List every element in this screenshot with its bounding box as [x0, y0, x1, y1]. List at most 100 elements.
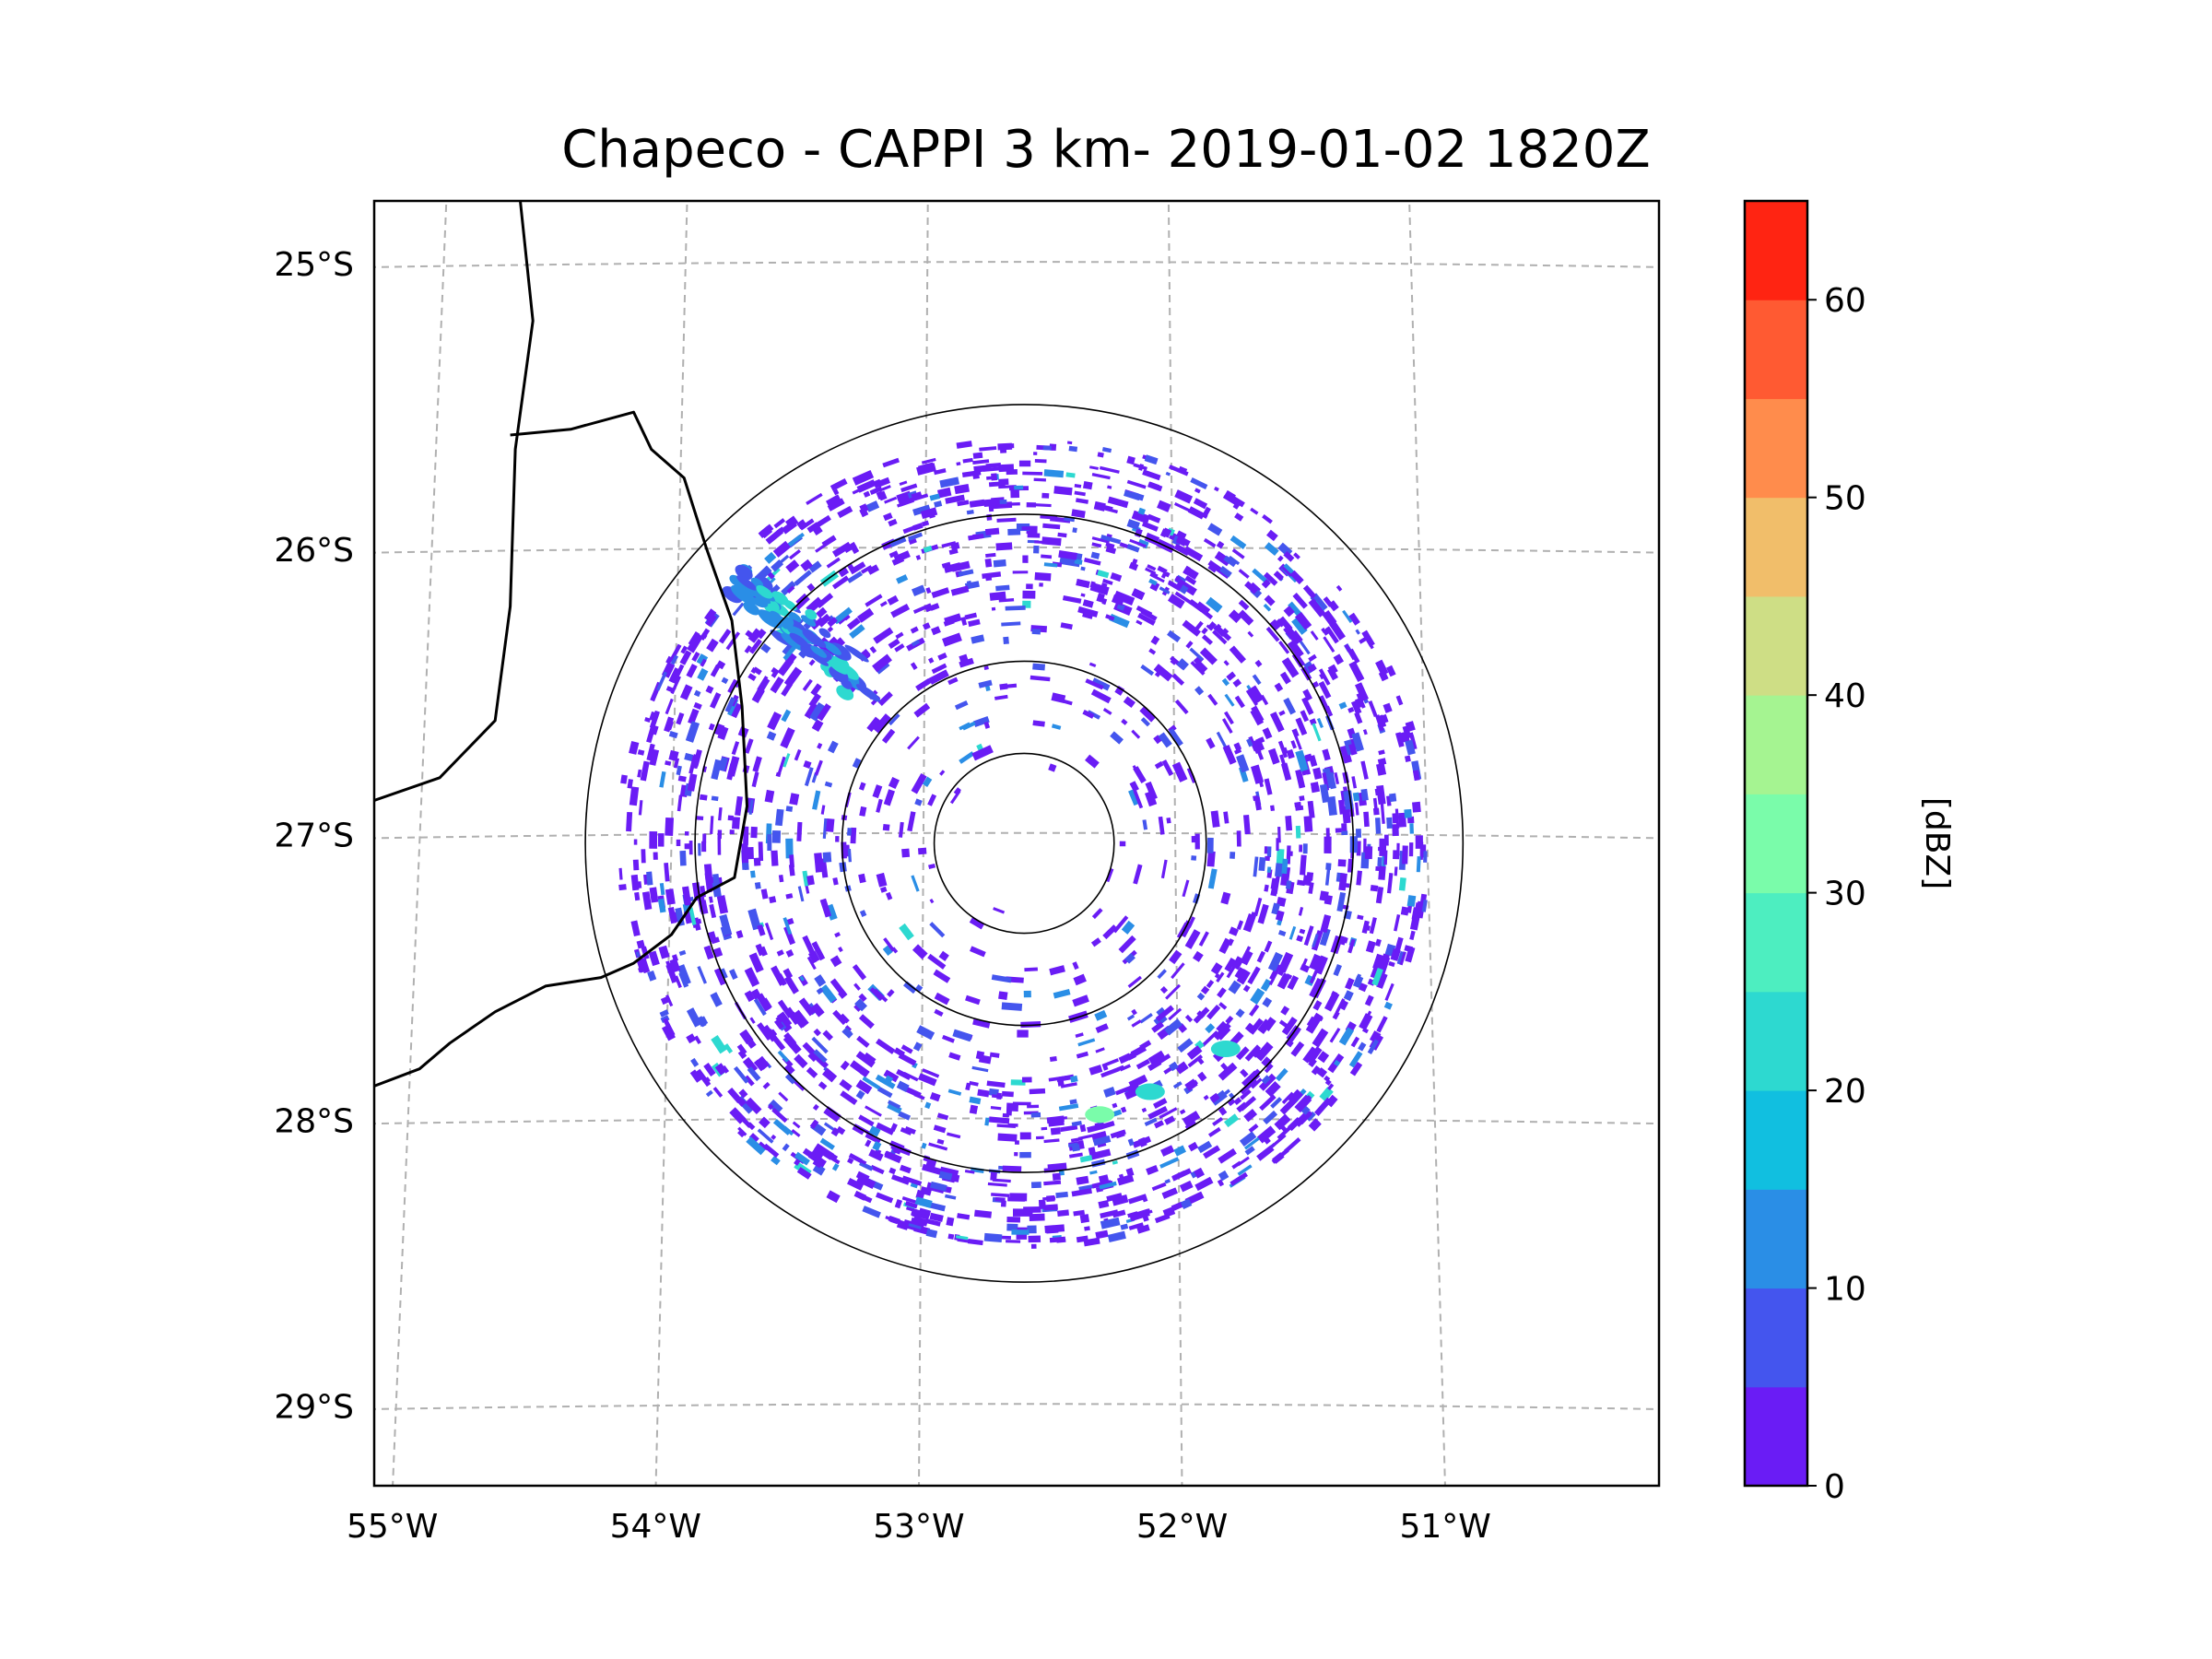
echo-cell: [853, 982, 861, 991]
echo-cell: [693, 701, 702, 711]
echo-cell: [834, 932, 841, 938]
echo-cell: [832, 606, 853, 625]
echo-cell: [822, 818, 828, 840]
colorbar-segment: [1745, 892, 1807, 993]
echo-cell: [847, 848, 853, 863]
echo-cell: [1379, 838, 1387, 856]
echo-cell: [1292, 593, 1308, 609]
echo-cell: [1322, 748, 1331, 761]
echo-cell: [710, 664, 721, 677]
echo-cell: [1030, 1182, 1041, 1189]
echo-cell: [1236, 920, 1244, 930]
echo-cell: [696, 1068, 712, 1088]
echo-cell: [1218, 1147, 1237, 1164]
echo-cell: [1027, 1104, 1040, 1109]
echo-cell: [841, 1027, 853, 1039]
echo-cell: [956, 462, 961, 466]
echo-cell: [802, 629, 827, 648]
echo-cell: [929, 493, 940, 501]
echo-cell: [1041, 554, 1053, 559]
echo-cell: [1174, 575, 1181, 582]
echo-cell: [1223, 555, 1237, 568]
echo-cell: [730, 584, 756, 605]
echo-cell: [877, 691, 893, 706]
echo-cell: [629, 741, 640, 755]
echo-cell: [1152, 1053, 1171, 1067]
echo-cell: [1036, 1135, 1044, 1140]
echo-cell: [1285, 880, 1292, 889]
echo-cell: [1166, 817, 1171, 824]
echo-cell: [1364, 846, 1373, 860]
echo-cell: [1126, 1014, 1135, 1021]
echo-cell: [1128, 561, 1139, 571]
echo-cell: [1140, 717, 1151, 727]
echo-cell: [1319, 1087, 1334, 1102]
echo-cell: [1296, 1111, 1313, 1127]
echo-cell: [1154, 760, 1164, 770]
echo-cell: [671, 664, 685, 684]
echo-cell: [1312, 767, 1323, 780]
lat-tick-label: 28°S: [274, 1102, 354, 1140]
echo-cell: [901, 1175, 923, 1186]
echo-cell: [1077, 606, 1099, 618]
echo-cell: [1102, 708, 1112, 715]
echo-cell: [1246, 738, 1253, 747]
lon-tick-label: 51°W: [1400, 1508, 1491, 1546]
echo-cell: [879, 600, 888, 607]
echo-cell: [936, 487, 952, 499]
echo-cell: [742, 1056, 759, 1074]
echo-cell: [1135, 619, 1143, 626]
echo-cell: [1258, 736, 1265, 744]
echo-cell: [1299, 844, 1303, 853]
echo-cell: [760, 888, 769, 900]
echo-cell: [1168, 580, 1183, 592]
echo-cell: [664, 862, 670, 882]
echo-cell: [712, 1087, 724, 1098]
echo-cell: [1114, 685, 1125, 696]
echo-cell: [1327, 664, 1338, 675]
echo-cell: [688, 907, 697, 925]
echo-cell: [972, 459, 990, 465]
echo-cell: [679, 850, 687, 866]
echo-cell: [701, 841, 707, 853]
echo-cell: [1299, 928, 1306, 935]
echo-cell: [802, 678, 813, 691]
echo-cell: [1157, 500, 1171, 512]
echo-cell: [991, 473, 998, 481]
echo-cell: [1033, 452, 1038, 455]
echo-cell: [938, 950, 949, 961]
echo-cell: [1280, 1006, 1290, 1016]
echo-cell: [1215, 1024, 1231, 1041]
echo-cell: [1347, 938, 1356, 954]
echo-cell: [1270, 1134, 1287, 1148]
lat-tick-label: 26°S: [274, 532, 354, 570]
echo-cell: [1277, 929, 1287, 936]
echo-cell: [1267, 747, 1280, 765]
echo-cell: [1294, 801, 1301, 807]
echo-cell: [756, 993, 771, 1012]
echo-cell: [912, 504, 931, 516]
echo-cell: [1091, 542, 1102, 548]
echo-cell: [938, 1171, 953, 1181]
echo-cell: [1302, 843, 1308, 854]
lat-tick-label: 25°S: [274, 246, 354, 284]
echo-cell: [1310, 630, 1319, 641]
echo-cell: [1057, 1078, 1065, 1087]
plot-frame: [372, 199, 1661, 1488]
echo-cell: [1031, 629, 1041, 635]
echo-cell: [1114, 1087, 1129, 1096]
echo-cell: [686, 664, 698, 678]
echo-cell: [879, 886, 888, 893]
echo-cell: [1349, 1062, 1363, 1077]
echo-cell: [1194, 1176, 1214, 1192]
echo-cell: [1374, 788, 1380, 796]
echo-cell: [1129, 1208, 1150, 1222]
echo-cell: [1338, 1027, 1355, 1046]
echo-cell: [1184, 929, 1201, 949]
echo-cell: [768, 1099, 783, 1114]
echo-cell: [1234, 967, 1246, 980]
echo-cell: [1000, 1200, 1006, 1207]
echo-cell: [636, 959, 645, 973]
echo-cell: [1364, 994, 1374, 1006]
echo-cell: [1133, 790, 1144, 809]
